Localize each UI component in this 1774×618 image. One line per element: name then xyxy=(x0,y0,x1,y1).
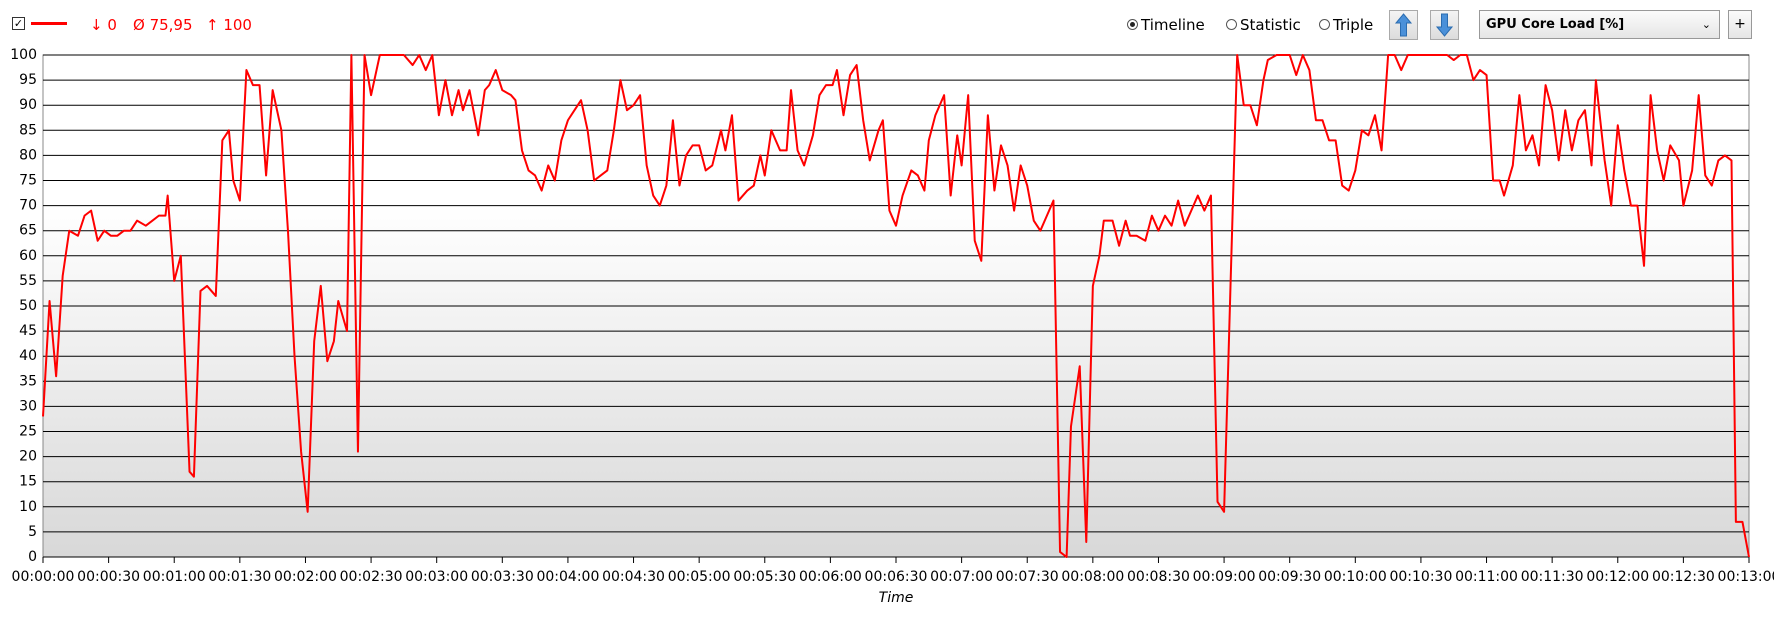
add-button[interactable]: + xyxy=(1728,10,1752,39)
sensor-name: GPU Core Load [%] xyxy=(1486,17,1625,32)
x-tick-label: 00:10:00 xyxy=(1324,569,1387,585)
x-tick-label: 00:06:00 xyxy=(799,569,862,585)
x-tick-label: 00:07:30 xyxy=(996,569,1059,585)
x-tick-label: 00:05:00 xyxy=(668,569,731,585)
x-tick-label: 00:11:00 xyxy=(1455,569,1518,585)
x-tick-label: 00:02:30 xyxy=(340,569,403,585)
y-tick-label: 80 xyxy=(19,147,37,163)
move-down-button[interactable] xyxy=(1430,10,1459,40)
x-tick-label: 00:13:00 xyxy=(1718,569,1774,585)
x-tick-label: 00:00:00 xyxy=(12,569,75,585)
x-tick-label: 00:02:00 xyxy=(274,569,337,585)
mode-label[interactable]: Timeline xyxy=(1141,16,1205,34)
x-tick-label: 00:10:30 xyxy=(1389,569,1452,585)
x-tick-label: 00:00:30 xyxy=(77,569,140,585)
y-tick-label: 25 xyxy=(19,424,37,440)
x-tick-label: 00:06:30 xyxy=(865,569,928,585)
sensor-dropdown[interactable]: GPU Core Load [%] ⌄ xyxy=(1479,10,1720,39)
x-tick-label: 00:01:30 xyxy=(208,569,271,585)
dropdown-caret: ⌄ xyxy=(1701,18,1711,31)
x-tick-label: 00:07:00 xyxy=(930,569,993,585)
y-tick-label: 75 xyxy=(19,173,37,189)
x-tick-label: 00:12:00 xyxy=(1586,569,1649,585)
y-tick-label: 65 xyxy=(19,223,37,239)
y-tick-label: 35 xyxy=(19,373,37,389)
mode-radio[interactable] xyxy=(1319,19,1330,30)
up-arrow-icon xyxy=(1394,13,1413,37)
y-tick-label: 50 xyxy=(19,298,37,314)
x-tick-label: 00:09:00 xyxy=(1193,569,1256,585)
mode-radio[interactable] xyxy=(1127,19,1138,30)
y-tick-label: 30 xyxy=(19,398,37,414)
x-tick-label: 00:09:30 xyxy=(1258,569,1321,585)
mode-label[interactable]: Triple xyxy=(1333,16,1374,34)
y-tick-label: 85 xyxy=(19,122,37,138)
y-tick-label: 70 xyxy=(19,198,37,214)
y-tick-label: 40 xyxy=(19,348,37,364)
average-value: Ø 75,95 xyxy=(133,16,193,34)
mode-radio[interactable] xyxy=(1226,19,1237,30)
x-tick-label: 00:11:30 xyxy=(1521,569,1584,585)
y-tick-label: 95 xyxy=(19,72,37,88)
x-tick-label: 00:04:30 xyxy=(602,569,665,585)
x-tick-label: 00:01:00 xyxy=(143,569,206,585)
y-tick-label: 15 xyxy=(19,474,37,490)
y-tick-label: 10 xyxy=(19,499,37,515)
y-tick-label: 20 xyxy=(19,449,37,465)
y-tick-label: 45 xyxy=(19,323,37,339)
data-line xyxy=(42,54,1750,558)
x-tick-label: 00:04:00 xyxy=(536,569,599,585)
move-up-button[interactable] xyxy=(1389,10,1418,40)
y-tick-label: 55 xyxy=(19,273,37,289)
x-tick-label: 00:05:30 xyxy=(733,569,796,585)
legend-line xyxy=(31,22,67,25)
x-tick-label: 00:12:30 xyxy=(1652,569,1715,585)
x-tick-label: 00:08:00 xyxy=(1061,569,1124,585)
toolbar: ✓ ↓ 0 Ø 75,95 ↑ 100 Timeline Statistic Tri… xyxy=(0,0,1774,50)
down-arrow-icon xyxy=(1435,13,1454,37)
mode-label[interactable]: Statistic xyxy=(1240,16,1301,34)
y-tick-label: 90 xyxy=(19,97,37,113)
x-axis-title: Time xyxy=(879,590,914,606)
y-tick-label: 100 xyxy=(10,47,37,63)
min-value: ↓ 0 xyxy=(90,16,117,34)
series-checkbox[interactable]: ✓ xyxy=(12,17,25,30)
max-value: ↑ 100 xyxy=(206,16,252,34)
y-tick-label: 0 xyxy=(28,549,37,565)
x-tick-label: 00:03:00 xyxy=(405,569,468,585)
y-tick-label: 5 xyxy=(28,524,37,540)
x-tick-label: 00:08:30 xyxy=(1127,569,1190,585)
x-tick-label: 00:03:30 xyxy=(471,569,534,585)
y-tick-label: 60 xyxy=(19,248,37,264)
